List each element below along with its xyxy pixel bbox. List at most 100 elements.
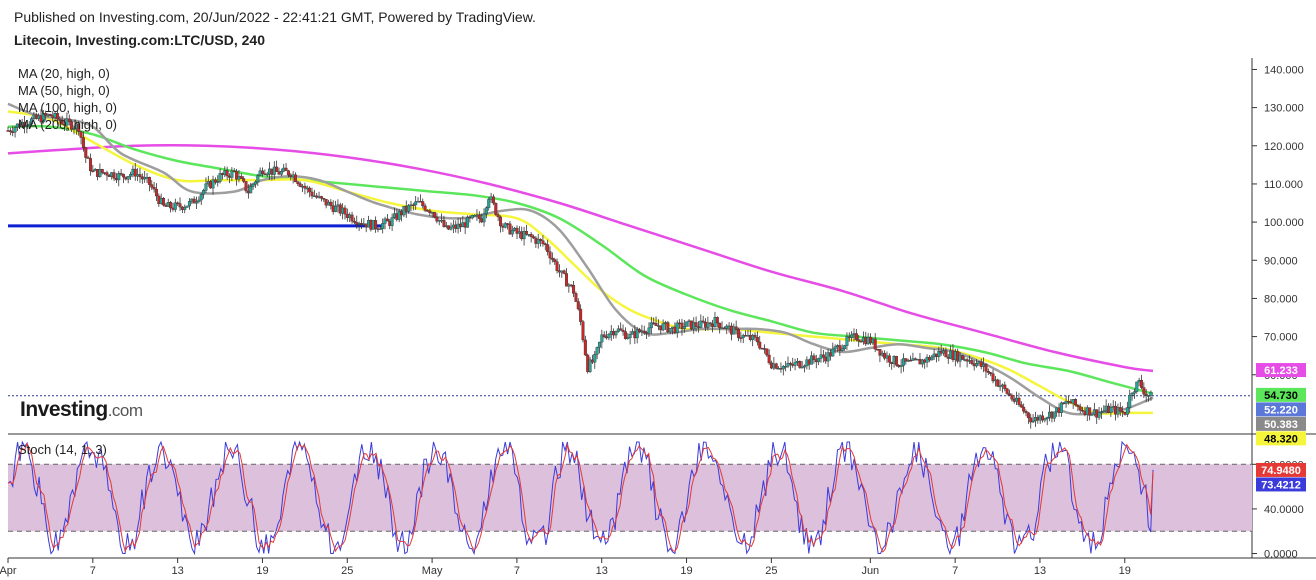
candle bbox=[774, 362, 778, 370]
candle bbox=[8, 127, 12, 136]
candle-body bbox=[22, 122, 26, 127]
candle-body bbox=[1147, 395, 1151, 397]
candle-body bbox=[503, 223, 507, 228]
candle bbox=[22, 115, 26, 134]
candle bbox=[487, 197, 491, 211]
candle bbox=[225, 166, 229, 180]
candle bbox=[298, 181, 302, 188]
candle-body bbox=[532, 236, 536, 239]
candle bbox=[541, 235, 545, 247]
candle-body bbox=[84, 147, 88, 158]
candle-body bbox=[840, 348, 844, 351]
candle bbox=[944, 347, 948, 358]
candle-body bbox=[1149, 391, 1153, 396]
candle-body bbox=[607, 333, 611, 339]
candle bbox=[41, 110, 45, 124]
candle bbox=[491, 194, 495, 206]
candle bbox=[169, 201, 173, 213]
candle bbox=[449, 222, 453, 231]
candle-body bbox=[588, 359, 592, 372]
candle bbox=[843, 344, 847, 351]
candle-body bbox=[77, 123, 81, 132]
candle bbox=[682, 319, 686, 333]
candle-body bbox=[647, 327, 651, 334]
candle-body bbox=[117, 173, 121, 181]
candle-body bbox=[555, 261, 559, 271]
candle bbox=[79, 131, 83, 145]
candle bbox=[303, 182, 307, 195]
candle bbox=[421, 198, 425, 209]
candle bbox=[70, 119, 74, 132]
candle-body bbox=[751, 334, 755, 340]
candle-body bbox=[812, 355, 816, 360]
candle bbox=[873, 333, 877, 353]
candle-body bbox=[13, 127, 17, 133]
candle-body bbox=[873, 338, 877, 350]
price-badge-4-label: 48.320 bbox=[1264, 433, 1298, 445]
candle-body bbox=[58, 118, 62, 122]
candle-body bbox=[25, 125, 29, 127]
candle-body bbox=[522, 231, 526, 240]
candle bbox=[510, 225, 514, 238]
candle-body bbox=[1045, 417, 1049, 419]
x-tick-label: 13 bbox=[1034, 565, 1046, 577]
candle bbox=[626, 333, 630, 340]
candle bbox=[524, 224, 528, 236]
candle bbox=[407, 204, 411, 214]
candle bbox=[1019, 401, 1023, 408]
candle bbox=[576, 298, 580, 311]
candle-body bbox=[197, 199, 201, 202]
candle-body bbox=[91, 170, 95, 173]
candle bbox=[385, 214, 389, 222]
candle bbox=[668, 328, 672, 335]
candle bbox=[310, 187, 314, 199]
candle bbox=[232, 168, 236, 173]
candle bbox=[315, 192, 319, 199]
candle-body bbox=[249, 186, 253, 194]
candle bbox=[701, 315, 705, 324]
candle-body bbox=[499, 216, 503, 227]
candle-body bbox=[381, 223, 385, 229]
candle bbox=[138, 167, 142, 183]
candle bbox=[216, 175, 220, 187]
candle bbox=[178, 197, 182, 211]
candle-body bbox=[1059, 402, 1063, 413]
candle bbox=[734, 320, 738, 335]
ma100-line bbox=[7, 124, 1154, 396]
candle-body bbox=[564, 273, 568, 287]
candle-body bbox=[539, 238, 543, 241]
candle bbox=[67, 114, 71, 126]
candle-body bbox=[230, 170, 234, 178]
candle bbox=[621, 324, 625, 336]
published-caption: Published on Investing.com, 20/Jun/2022 … bbox=[14, 9, 536, 25]
candle bbox=[522, 226, 526, 246]
candle bbox=[466, 215, 470, 228]
candle bbox=[904, 358, 908, 365]
candle-body bbox=[192, 198, 196, 204]
candle-body bbox=[494, 202, 498, 215]
candle-body bbox=[133, 168, 137, 177]
candle bbox=[784, 360, 788, 372]
candle-body bbox=[784, 365, 788, 368]
candle-body bbox=[374, 220, 378, 229]
x-tick-label: 25 bbox=[341, 565, 353, 577]
candle bbox=[798, 360, 802, 369]
candle-body bbox=[666, 322, 670, 333]
candle-body bbox=[60, 120, 64, 125]
candle-body bbox=[279, 170, 283, 175]
candle bbox=[484, 206, 488, 219]
candle-body bbox=[536, 238, 540, 244]
candle bbox=[887, 353, 891, 368]
candle-body bbox=[845, 336, 849, 346]
candle-body bbox=[1132, 391, 1136, 394]
candle bbox=[593, 350, 597, 369]
candle-body bbox=[319, 196, 323, 199]
candle bbox=[72, 125, 76, 135]
candle bbox=[991, 369, 995, 384]
y-tick-label: 110.000 bbox=[1264, 179, 1303, 191]
candle-body bbox=[1008, 393, 1012, 396]
candle-body bbox=[826, 352, 830, 362]
candle bbox=[581, 319, 585, 343]
candle bbox=[1005, 387, 1009, 396]
